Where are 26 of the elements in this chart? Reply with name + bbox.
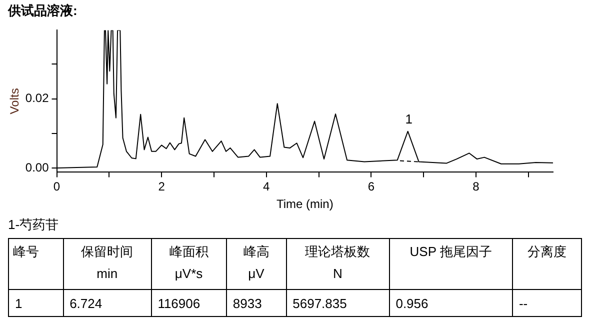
text: 峰号 [8,238,64,290]
text: 5697.835 [286,290,390,316]
text: 峰高 μV [226,238,286,290]
text: USP 拖尾因子 [389,238,512,290]
text: 保留时间 min [63,238,152,290]
x-tick-label: 8 [472,180,480,194]
y-axis-title: Volts [8,88,22,114]
text: 理论塔板数 N [286,238,390,290]
text: 6.724 [63,290,152,316]
text: 116906 [151,290,226,316]
y-tick-label: 0.00 [25,160,50,174]
x-tick-label: 4 [263,180,270,194]
text: 峰面积 μV*s [151,238,226,290]
text: 8933 [226,290,286,316]
text: 1 [8,290,64,316]
text: 分离度 [512,238,582,290]
y-tick-label: 0.02 [25,91,50,106]
text: 1-芍药苷 [8,216,60,234]
x-tick-label: 0 [53,180,60,194]
x-axis-title: Time (min) [276,197,334,212]
chart-title: 供试品溶液: [8,2,78,20]
text: -- [512,290,582,316]
x-tick-label: 2 [158,180,166,194]
text: 0.956 [389,290,512,316]
annotation: 1 [405,111,413,126]
x-tick-label: 6 [368,180,375,194]
